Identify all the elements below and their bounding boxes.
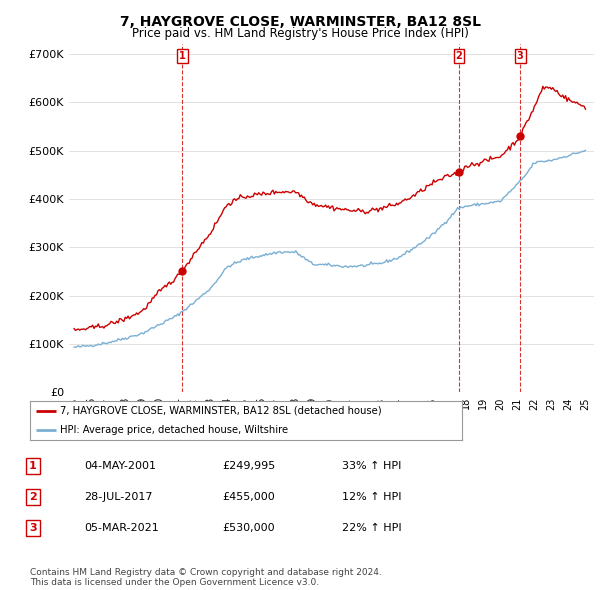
Text: 2: 2 [29,492,37,502]
Text: £249,995: £249,995 [222,461,275,471]
Text: 05-MAR-2021: 05-MAR-2021 [84,523,159,533]
Text: 7, HAYGROVE CLOSE, WARMINSTER, BA12 8SL: 7, HAYGROVE CLOSE, WARMINSTER, BA12 8SL [119,15,481,29]
Text: 33% ↑ HPI: 33% ↑ HPI [342,461,401,471]
Text: 12% ↑ HPI: 12% ↑ HPI [342,492,401,502]
Text: 04-MAY-2001: 04-MAY-2001 [84,461,156,471]
Text: Contains HM Land Registry data © Crown copyright and database right 2024.
This d: Contains HM Land Registry data © Crown c… [30,568,382,587]
Text: £530,000: £530,000 [222,523,275,533]
Text: 3: 3 [517,51,524,61]
Text: 1: 1 [179,51,185,61]
Text: 7, HAYGROVE CLOSE, WARMINSTER, BA12 8SL (detached house): 7, HAYGROVE CLOSE, WARMINSTER, BA12 8SL … [60,406,382,416]
Text: Price paid vs. HM Land Registry's House Price Index (HPI): Price paid vs. HM Land Registry's House … [131,27,469,40]
Text: 2: 2 [455,51,462,61]
Text: 1: 1 [29,461,37,471]
Text: 3: 3 [29,523,37,533]
Text: 28-JUL-2017: 28-JUL-2017 [84,492,152,502]
Text: HPI: Average price, detached house, Wiltshire: HPI: Average price, detached house, Wilt… [60,425,289,435]
Text: £455,000: £455,000 [222,492,275,502]
Text: 22% ↑ HPI: 22% ↑ HPI [342,523,401,533]
